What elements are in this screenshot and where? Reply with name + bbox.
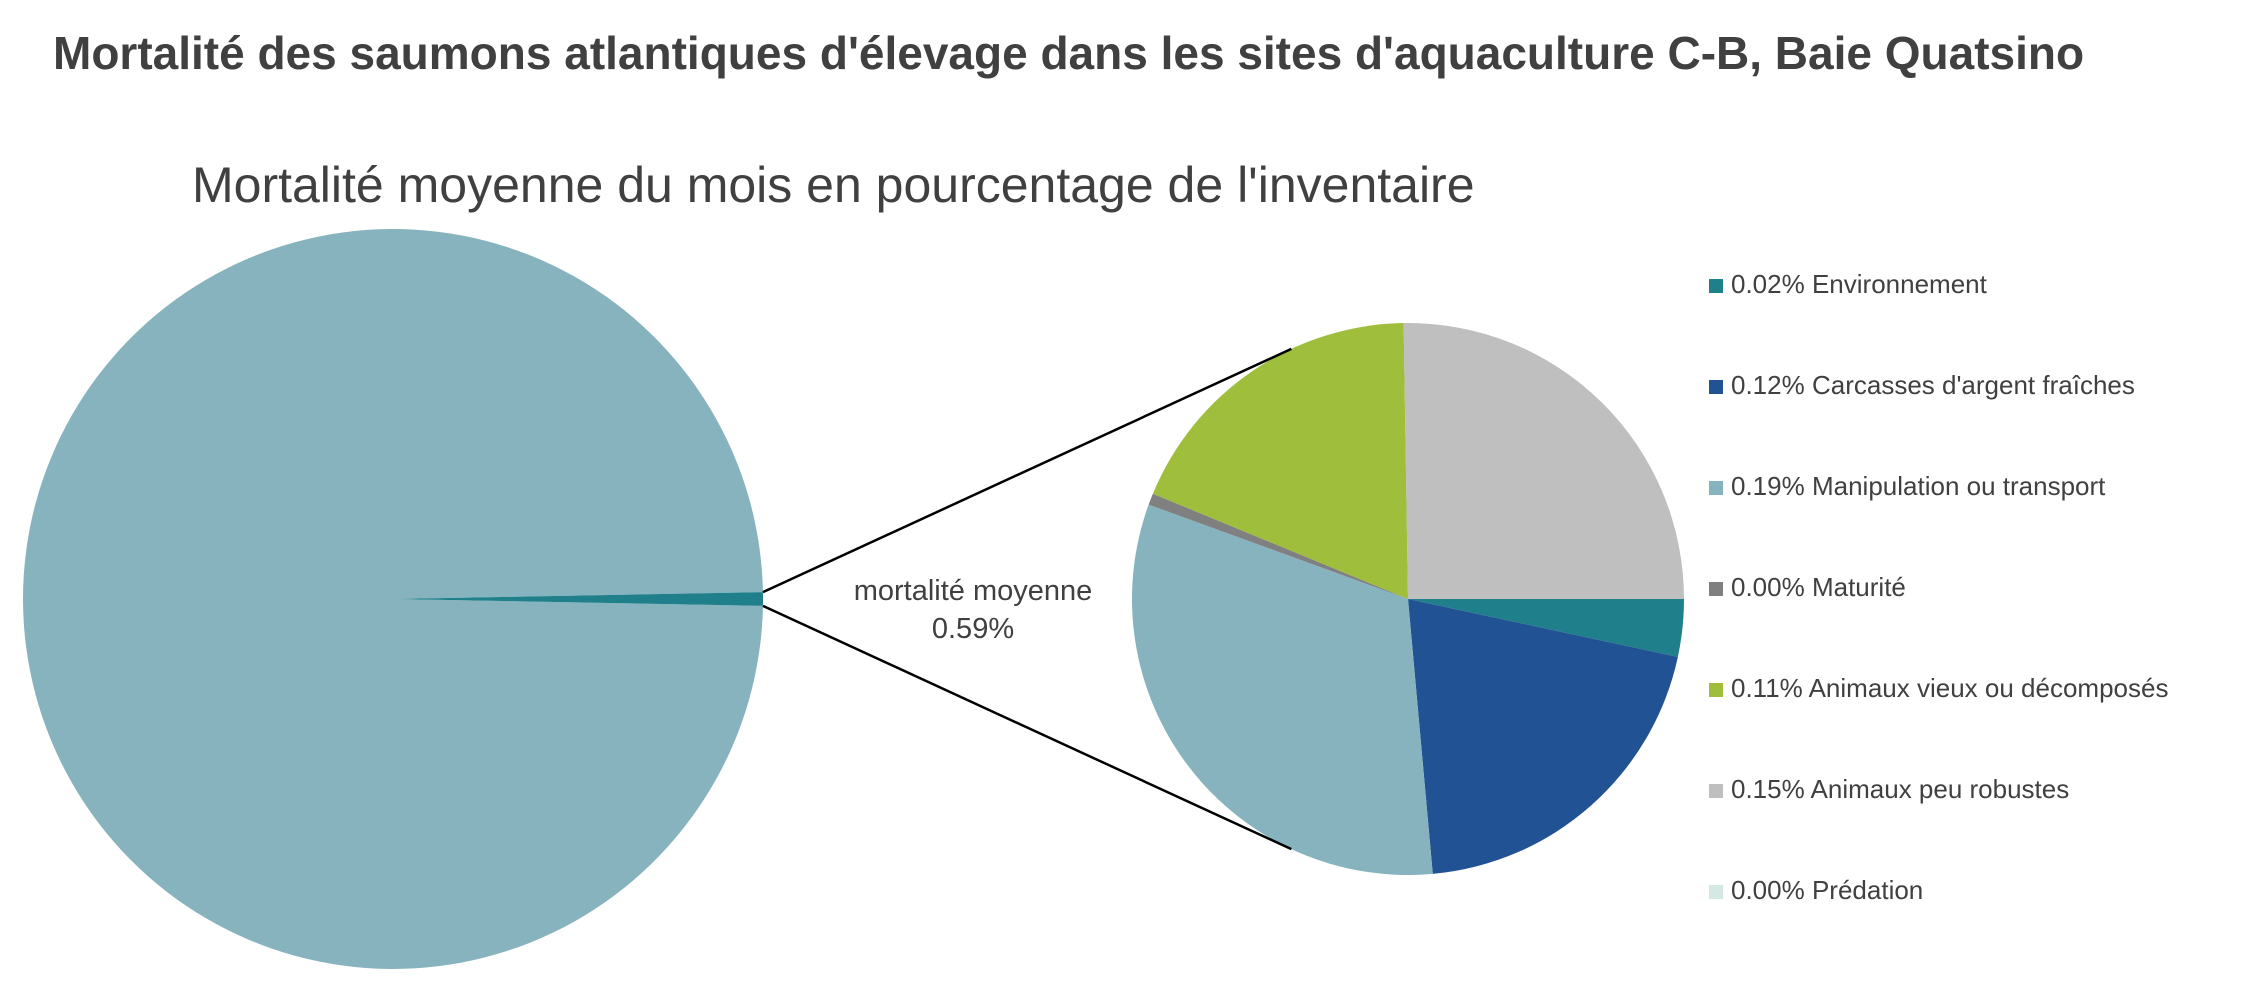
legend-value: 0.00% xyxy=(1731,572,1805,602)
pie-slice xyxy=(22,229,763,970)
pie-slice xyxy=(393,592,763,606)
legend-label: Carcasses d'argent fraîches xyxy=(1812,370,2135,400)
legend-swatch xyxy=(1709,481,1723,495)
legend-label: Manipulation ou transport xyxy=(1812,471,2106,501)
chart-title: Mortalité des saumons atlantiques d'élev… xyxy=(53,27,2085,79)
legend-value: 0.12% xyxy=(1731,370,1805,400)
legend-value: 0.15% xyxy=(1731,774,1805,804)
connector-line xyxy=(762,604,1292,851)
legend-swatch xyxy=(1709,683,1723,697)
legend-swatch xyxy=(1709,380,1723,394)
legend-swatch xyxy=(1709,582,1723,596)
legend-value: 0.02% xyxy=(1731,269,1805,299)
legend-value: 0.00% xyxy=(1731,875,1805,905)
connector-line xyxy=(762,347,1292,594)
pie-slice xyxy=(1408,599,1684,657)
pie-slice xyxy=(1403,322,1684,599)
pie-slice xyxy=(1148,493,1408,599)
pie-slice xyxy=(1152,323,1408,599)
legend-entry: 0.15% Animaux peu robustes xyxy=(1731,774,2069,804)
legend-label: Animaux peu robustes xyxy=(1811,774,2070,804)
legend-value: 0.11% xyxy=(1731,673,1803,703)
legend-label: Maturité xyxy=(1812,572,1906,602)
legend-swatch xyxy=(1709,279,1723,293)
legend-value: 0.19% xyxy=(1731,471,1805,501)
legend-entry: 0.12% Carcasses d'argent fraîches xyxy=(1731,370,2135,400)
legend-entry: 0.19% Manipulation ou transport xyxy=(1731,471,2106,501)
legend-entry: 0.00% Maturité xyxy=(1731,572,1906,602)
legend-swatch xyxy=(1709,784,1723,798)
data-label: mortalité moyenne xyxy=(854,575,1093,607)
legend-label: Environnement xyxy=(1812,269,1988,299)
data-label: 0.59% xyxy=(932,613,1014,645)
legend-swatch xyxy=(1709,885,1723,899)
legend-label: Animaux vieux ou décomposés xyxy=(1809,673,2169,703)
legend-entry: 0.11% Animaux vieux ou décomposés xyxy=(1731,673,2168,703)
legend-entry: 0.02% Environnement xyxy=(1731,269,1988,299)
legend-label: Prédation xyxy=(1812,875,1923,905)
chart-subtitle: Mortalité moyenne du mois en pourcentage… xyxy=(192,157,1475,213)
legend-entry: 0.00% Prédation xyxy=(1731,875,1923,905)
pie-slice xyxy=(1132,504,1433,876)
pie-slice xyxy=(1408,599,1678,874)
